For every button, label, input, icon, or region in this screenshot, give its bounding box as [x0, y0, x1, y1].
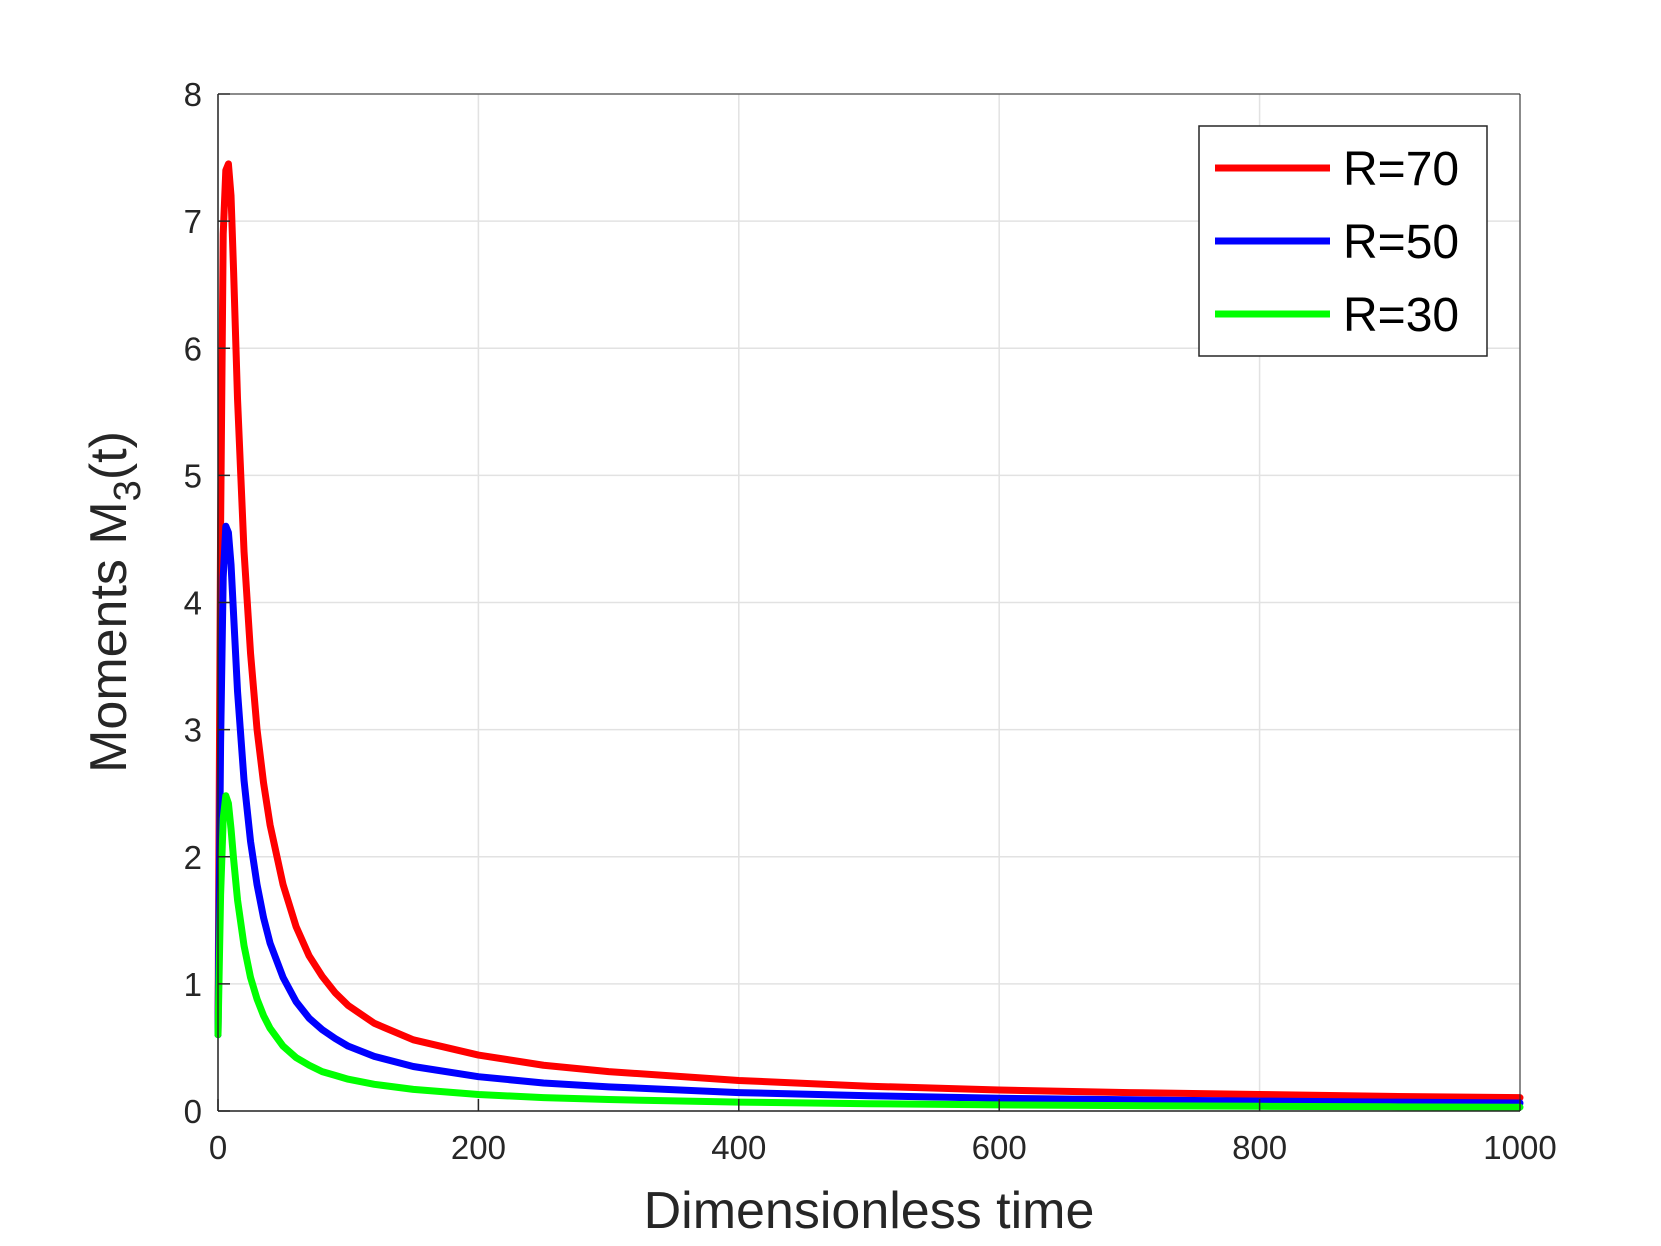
y-tick-label: 6	[184, 330, 202, 367]
y-tick-label: 0	[184, 1093, 202, 1130]
x-tick-label: 200	[451, 1129, 506, 1166]
series-line-r-50	[214, 522, 1524, 1107]
x-tick-label: 0	[209, 1129, 227, 1166]
y-tick-label: 1	[184, 966, 202, 1003]
series-line-r-30	[214, 792, 1524, 1111]
y-axis-title: Moments M3(t)	[80, 431, 149, 773]
y-tick-label: 8	[184, 76, 202, 113]
series-group	[214, 160, 1524, 1111]
x-ticks: 0 200 400 600 800 1000	[209, 1099, 1557, 1166]
legend: R=70 R=50 R=30	[1198, 125, 1488, 357]
y-tick-label: 7	[184, 203, 202, 240]
x-tick-label: 800	[1232, 1129, 1287, 1166]
x-axis-title: Dimensionless time	[644, 1182, 1095, 1240]
x-tick-label: 1000	[1483, 1129, 1556, 1166]
series-line-r-70	[214, 160, 1524, 1102]
y-axis-title-suffix: (t)	[80, 431, 138, 480]
y-ticks: 0 1 2 3 4 5 6 7 8	[184, 76, 230, 1130]
y-axis-title-subscript: 3	[107, 480, 149, 501]
y-tick-label: 3	[184, 712, 202, 749]
y-tick-label: 5	[184, 457, 202, 494]
legend-label: R=50	[1343, 216, 1459, 269]
legend-label: R=30	[1343, 289, 1459, 342]
y-tick-label: 4	[184, 585, 202, 622]
x-tick-label: 600	[972, 1129, 1027, 1166]
y-axis-title-main: Moments M	[80, 501, 138, 773]
y-tick-label: 2	[184, 839, 202, 876]
legend-label: R=70	[1343, 143, 1459, 196]
x-tick-label: 400	[711, 1129, 766, 1166]
